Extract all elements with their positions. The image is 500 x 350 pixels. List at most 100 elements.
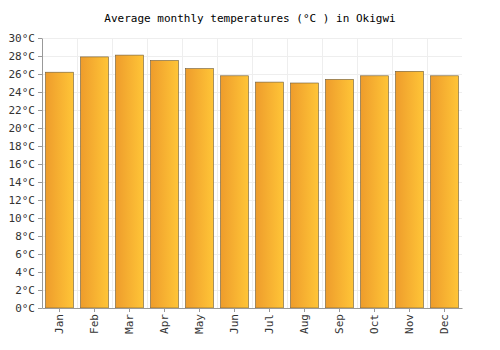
y-tick-label: 0°C [15, 302, 35, 315]
grid [42, 38, 462, 309]
x-tick-mark [164, 308, 165, 312]
x-axis-line [43, 308, 463, 309]
y-tick-label: 4°C [15, 266, 35, 279]
y-tick-mark [38, 92, 42, 93]
y-tick-label: 8°C [15, 230, 35, 243]
x-tick-label: Jul [263, 314, 276, 334]
bar [116, 55, 144, 308]
y-tick: 26°C [9, 68, 43, 81]
bar [186, 69, 214, 308]
x-tick-mark [129, 308, 130, 312]
y-tick-mark [38, 110, 42, 111]
x-tick: Nov [403, 308, 416, 334]
y-tick-label: 24°C [9, 86, 36, 99]
x-tick: Feb [88, 308, 101, 334]
y-tick-mark [38, 272, 42, 273]
x-tick: Dec [438, 308, 451, 334]
y-tick: 30°C [9, 32, 43, 45]
x-tick: May [193, 308, 206, 334]
plot: 0°C 2°C 4°C 6°C 8°C 10°C 12°C 14°C 16°C 18°C 20°C 2… [9, 32, 463, 334]
x-tick-label: Nov [403, 314, 416, 334]
bar [256, 82, 284, 308]
x-tick-mark [269, 308, 270, 312]
y-axis-line [42, 39, 43, 309]
y-tick-mark [38, 308, 42, 309]
y-tick-mark [38, 38, 42, 39]
x-axis: JanFebMarAprMayJunJulAugSepOctNovDec [43, 308, 463, 334]
bar [221, 76, 249, 308]
y-tick: 24°C [9, 86, 43, 99]
y-tick-mark [38, 146, 42, 147]
x-tick-mark [94, 308, 95, 312]
grid-line [77, 38, 78, 308]
y-tick-label: 20°C [9, 122, 36, 135]
y-tick-label: 2°C [15, 284, 35, 297]
x-tick: Jan [53, 308, 66, 334]
y-tick-label: 30°C [9, 32, 36, 45]
x-tick-mark [199, 308, 200, 312]
y-tick-mark [38, 254, 42, 255]
grid-line [357, 38, 358, 308]
y-tick-label: 12°C [9, 194, 36, 207]
y-tick-mark [38, 164, 42, 165]
bar [326, 79, 354, 308]
x-tick-mark [339, 308, 340, 312]
x-tick-mark [444, 308, 445, 312]
y-tick: 28°C [9, 50, 43, 63]
y-tick: 12°C [9, 194, 43, 207]
y-tick-mark [38, 236, 42, 237]
x-tick-label: Feb [88, 314, 101, 334]
x-tick: Sep [333, 308, 346, 334]
y-tick-label: 18°C [9, 140, 36, 153]
bars [46, 55, 459, 308]
x-tick-mark [304, 308, 305, 312]
y-tick-mark [38, 56, 42, 57]
x-tick-label: Jun [228, 314, 241, 334]
bar [81, 57, 109, 308]
x-tick-mark [234, 308, 235, 312]
y-tick-mark [38, 128, 42, 129]
grid-line [287, 38, 288, 308]
y-tick-label: 14°C [9, 176, 36, 189]
y-tick: 14°C [9, 176, 43, 189]
x-tick-mark [59, 308, 60, 312]
bar [361, 76, 389, 308]
x-tick-label: Dec [438, 314, 451, 334]
x-tick-label: Oct [368, 314, 381, 334]
bar [46, 72, 74, 308]
grid-line [42, 38, 43, 308]
grid-line [322, 38, 323, 308]
y-tick-mark [38, 182, 42, 183]
y-tick: 22°C [9, 104, 43, 117]
y-tick-label: 10°C [9, 212, 36, 225]
bar [396, 71, 424, 308]
y-tick: 16°C [9, 158, 43, 171]
title: Average monthly temperatures (°C ) in Ok… [104, 12, 395, 25]
x-tick: Jun [228, 308, 241, 334]
y-tick-mark [38, 74, 42, 75]
y-tick: 8°C [15, 230, 42, 243]
bar [291, 83, 319, 308]
y-tick-label: 22°C [9, 104, 36, 117]
y-tick: 6°C [15, 248, 42, 261]
x-tick: Aug [298, 308, 311, 334]
x-tick-mark [409, 308, 410, 312]
grid-line [42, 308, 462, 309]
y-tick-label: 16°C [9, 158, 36, 171]
y-tick-mark [38, 290, 42, 291]
grid-line [147, 38, 148, 308]
bar [151, 61, 179, 309]
bar [431, 76, 459, 308]
y-tick: 0°C [15, 302, 42, 315]
y-tick-label: 26°C [9, 68, 36, 81]
grid-line [217, 38, 218, 308]
y-tick-label: 6°C [15, 248, 35, 261]
x-tick-label: Jan [53, 314, 66, 334]
y-tick-mark [38, 218, 42, 219]
x-tick-label: Sep [333, 314, 346, 334]
grid-line [252, 38, 253, 308]
y-tick: 10°C [9, 212, 43, 225]
chart: Average monthly temperatures (°C ) in Ok… [0, 0, 500, 350]
x-tick: Oct [368, 308, 381, 334]
x-tick: Jul [263, 308, 276, 334]
